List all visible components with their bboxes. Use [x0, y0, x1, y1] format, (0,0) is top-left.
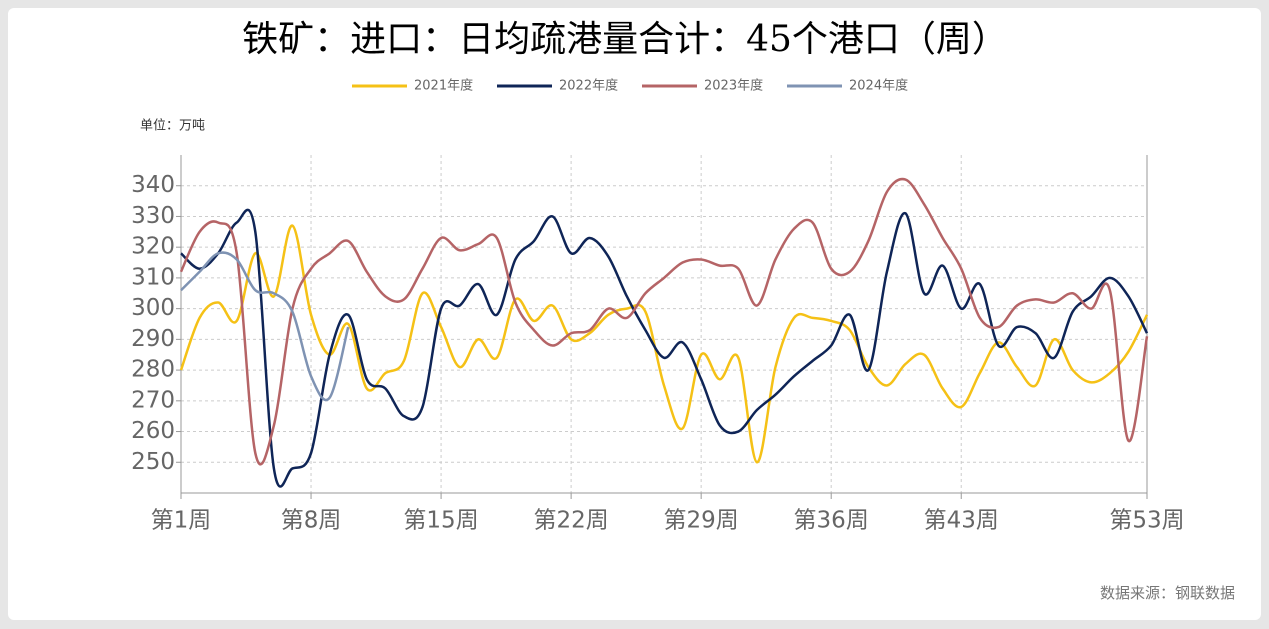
y-tick-label: 340	[131, 172, 175, 198]
y-tick-label: 310	[131, 264, 175, 290]
y-tick-label: 320	[131, 234, 175, 260]
y-tick-label: 330	[131, 203, 175, 229]
series-line	[180, 208, 1149, 488]
x-tick-label: 第43周	[924, 508, 999, 534]
legend-label: 2024年度	[849, 78, 908, 94]
legend-label: 2022年度	[559, 78, 618, 94]
series-line	[179, 224, 1149, 464]
x-tick-label: 第1周	[151, 508, 212, 534]
x-tick-label: 第36周	[794, 508, 869, 534]
source-label: 数据来源：钢联数据	[1100, 584, 1235, 602]
y-tick-label: 290	[131, 326, 175, 352]
unit-label: 单位：万吨	[140, 119, 205, 134]
series-line	[179, 177, 1149, 466]
x-tick-label: 第53周	[1109, 508, 1184, 534]
y-tick-label: 280	[131, 357, 175, 383]
y-tick-label: 250	[131, 449, 175, 475]
chart-title: 铁矿：进口：日均疏港量合计：45个港口（周）	[242, 19, 1008, 60]
y-tick-label: 300	[131, 295, 175, 321]
series-line	[180, 251, 350, 402]
legend-label: 2023年度	[704, 78, 763, 94]
x-tick-label: 第22周	[533, 508, 608, 534]
x-tick-label: 第8周	[281, 508, 342, 534]
x-tick-label: 第15周	[403, 508, 478, 534]
x-tick-label: 第29周	[664, 508, 739, 534]
y-tick-label: 270	[131, 387, 175, 413]
card	[8, 8, 1261, 620]
legend-label: 2021年度	[414, 78, 473, 94]
y-tick-label: 260	[131, 418, 175, 444]
